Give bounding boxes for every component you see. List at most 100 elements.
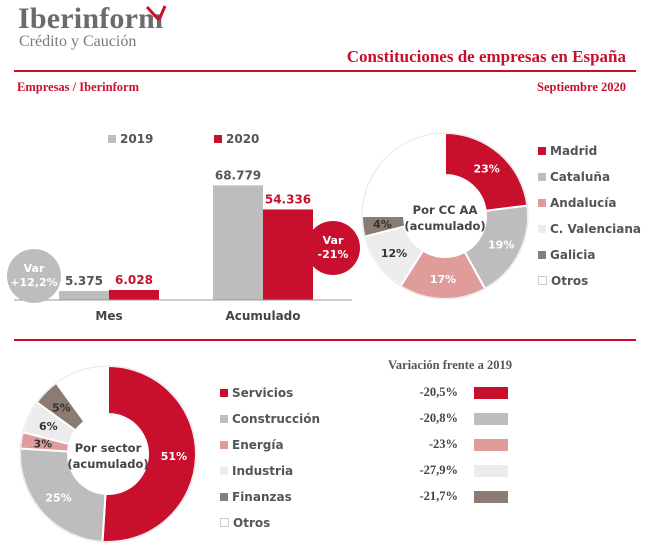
variation-swatch: [474, 465, 508, 477]
bar-value-label: 54.336: [265, 192, 311, 206]
legend-item-Madrid: Madrid: [538, 144, 597, 158]
legend-swatch: [220, 389, 228, 397]
variation-bubble: [7, 249, 61, 303]
logo-mark-icon: [145, 5, 167, 22]
bar-value-label: 68.779: [215, 168, 261, 182]
legend-item-C. Valenciana: C. Valenciana: [538, 222, 641, 236]
legend-swatch: [538, 276, 547, 285]
legend-swatch: [220, 415, 228, 423]
legend-label: Cataluña: [550, 170, 611, 184]
variation-swatch: [474, 491, 508, 503]
variation-title: Variación frente a 2019: [388, 358, 512, 372]
variation-row-Construcción: -20,8%: [388, 410, 508, 428]
variation-row-Energía: -23%: [388, 436, 508, 454]
legend-swatch: [220, 493, 228, 501]
donut-sector: 51% 25% 3% 6% 5% Por sector (acumulado): [19, 364, 197, 543]
section-divider: [14, 339, 636, 341]
donut-outline: [361, 132, 529, 300]
legend-label: Otros: [233, 516, 271, 530]
donut-ccaa: 23% 19% 17% 12% 4% Por CC AA (acumulado): [360, 131, 529, 300]
page-title: Constituciones de empresas en España: [346, 47, 626, 66]
bar-Mes-2019: [59, 291, 109, 300]
variation-value: -23%: [428, 437, 458, 451]
variation-bubble-value: -21%: [318, 248, 349, 261]
legend-item-Industria: Industria: [220, 464, 293, 478]
legend-item-Finanzas: Finanzas: [220, 490, 292, 504]
legend-item-Galicia: Galicia: [538, 248, 596, 262]
bar-Acumulado-2020: [263, 209, 313, 300]
variation-bubble-value: +12,2%: [10, 276, 57, 289]
variation-swatch: [474, 413, 508, 425]
legend-label-2019: 2019: [120, 132, 153, 146]
legend-label: Servicios: [232, 386, 294, 400]
legend-swatch: [538, 251, 546, 259]
donut-center-subtitle: (acumulado): [67, 457, 148, 471]
source-label: Empresas / Iberinform: [17, 80, 139, 94]
legend-label: C. Valenciana: [550, 222, 642, 236]
donut-hole: [69, 415, 147, 493]
legend-swatch: [220, 441, 228, 449]
header-divider: [14, 70, 636, 72]
bar-chart: 2019 2020 5.375 6.028 Mes 68.779 54.336 Acumula…: [7, 132, 360, 323]
bar-Acumulado-2019: [213, 185, 263, 300]
slice-label: 4%: [373, 218, 392, 231]
category-label-Acumulado: Acumulado: [225, 309, 300, 323]
legend-swatch: [538, 199, 546, 207]
slice-label: 17%: [430, 273, 456, 286]
variation-bubble: [306, 221, 360, 275]
logo-subtitle: Crédito y Caución: [19, 33, 137, 50]
variation-value: -27,9%: [419, 463, 458, 477]
bar-value-label: 5.375: [65, 274, 103, 288]
slice-label: 6%: [39, 420, 58, 433]
legend-label: Andalucía: [550, 196, 617, 210]
legend-label: Madrid: [550, 144, 598, 158]
legend-label: Otros: [551, 274, 589, 288]
donut-center-subtitle: (acumulado): [404, 219, 485, 233]
legend-label: Construcción: [232, 412, 321, 426]
date-label: Septiembre 2020: [537, 80, 626, 94]
legend-swatch: [220, 467, 228, 475]
slice-label: 23%: [473, 163, 499, 176]
legend-item-Andalucía: Andalucía: [538, 196, 617, 210]
slice-label: 19%: [488, 239, 514, 252]
variation-swatch: [474, 439, 508, 451]
legend-swatch-2019: [108, 135, 116, 143]
slice-label: 25%: [45, 492, 71, 505]
slice-label: 12%: [381, 247, 407, 260]
legend-label: Industria: [232, 464, 294, 478]
slice-label: 51%: [161, 450, 187, 463]
donut-center-title: Por CC AA: [413, 203, 478, 217]
legend-label: Finanzas: [232, 490, 292, 504]
legend-item-Cataluña: Cataluña: [538, 170, 610, 184]
logo-name: Iberinform: [18, 2, 164, 35]
slice-label: 3%: [33, 438, 52, 451]
donut-hole: [405, 176, 485, 256]
legend-item-Construcción: Construcción: [220, 412, 320, 426]
legend-item-Servicios: Servicios: [220, 386, 293, 400]
legend-swatch: [538, 173, 546, 181]
legend-label: Galicia: [550, 248, 596, 262]
donut-outline: [19, 365, 197, 543]
variation-swatch: [474, 387, 508, 399]
legend-swatch: [220, 518, 229, 527]
legend-item-Otros: Otros: [538, 274, 588, 288]
legend-swatch: [538, 147, 546, 155]
legend-swatch: [538, 225, 546, 233]
bar-value-label: 6.028: [115, 273, 153, 287]
variation-value: -20,8%: [419, 411, 458, 425]
variation-value: -20,5%: [419, 385, 458, 399]
legend-label-2020: 2020: [226, 132, 259, 146]
donut-center-title: Por sector: [75, 441, 142, 455]
legend-label: Energía: [232, 438, 284, 452]
variation-value: -21,7%: [419, 489, 458, 503]
category-label-Mes: Mes: [95, 309, 122, 323]
slice-label: 5%: [52, 401, 71, 414]
variation-row-Industria: -27,9%: [388, 462, 508, 480]
legend-swatch-2020: [214, 135, 222, 143]
variation-bubble-label: Var: [323, 234, 344, 247]
variation-bubble-label: Var: [24, 262, 45, 275]
bar-Mes-2020: [109, 289, 159, 300]
legend-item-Otros: Otros: [220, 516, 270, 530]
variation-row-Finanzas: -21,7%: [388, 488, 508, 506]
legend-item-Energía: Energía: [220, 438, 284, 452]
